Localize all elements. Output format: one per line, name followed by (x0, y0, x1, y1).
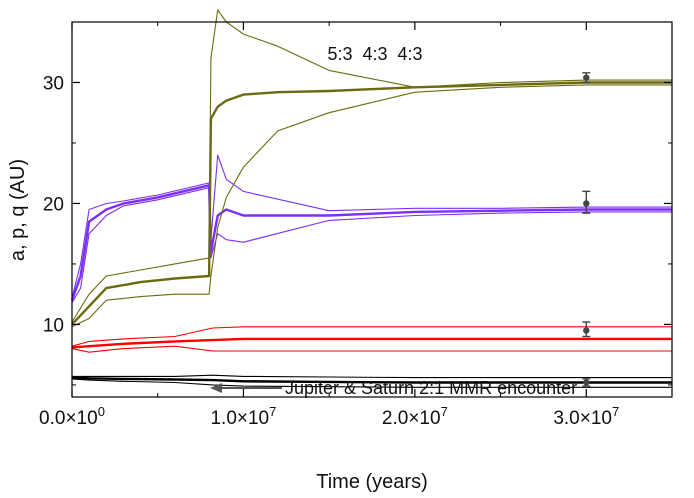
error-bar-point (583, 327, 590, 334)
x-axis-title: Time (years) (316, 471, 427, 493)
y-axis-title: a, p, q (AU) (7, 159, 29, 261)
error-bar-4 (582, 72, 591, 84)
line-saturn-a (71, 337, 672, 349)
error-bar-1 (582, 378, 591, 387)
x-tick-label: 3.0×107 (553, 404, 619, 429)
resonance-annotation: 5:3 4:3 4:3 (327, 44, 422, 64)
line-uranus-p (71, 154, 672, 298)
x-tick-label: 1.0×107 (210, 404, 276, 429)
errorbar-layer (582, 72, 591, 387)
error-bar-2 (582, 321, 591, 338)
line-uranus-a (70, 184, 672, 301)
y-tick-label: 20 (43, 194, 64, 215)
series-layer (70, 9, 672, 388)
tick-layer: 0.0×100 1.0×107 2.0×107 3.0×107 10 20 30 (39, 21, 672, 429)
line-saturn-p (71, 326, 672, 347)
series-neptune (71, 9, 672, 328)
line-uranus-q (71, 187, 672, 303)
error-bar-3 (582, 190, 591, 214)
line-neptune-q (71, 84, 672, 328)
line-jupiter-a (71, 376, 672, 384)
x-tick-label: 0.0×100 (39, 404, 105, 429)
error-bar-point (583, 379, 590, 386)
encounter-arrow-head (210, 383, 222, 393)
line-jupiter-p (72, 374, 672, 379)
line-saturn-q (71, 345, 672, 353)
y-tick-label: 10 (43, 315, 64, 336)
error-bar-point (583, 200, 590, 207)
y-tick-label: 30 (43, 73, 64, 94)
error-bar-point (583, 74, 590, 81)
line-neptune-a (71, 81, 672, 326)
x-tick-label: 2.0×107 (382, 404, 448, 429)
plot-frame (71, 21, 673, 398)
series-jupiter (71, 374, 672, 388)
series-saturn (71, 326, 672, 353)
line-jupiter-q (71, 378, 672, 388)
series-uranus (70, 154, 672, 303)
encounter-annotation: Jupiter & Saturn 2:1 MMR encounter (285, 378, 577, 398)
